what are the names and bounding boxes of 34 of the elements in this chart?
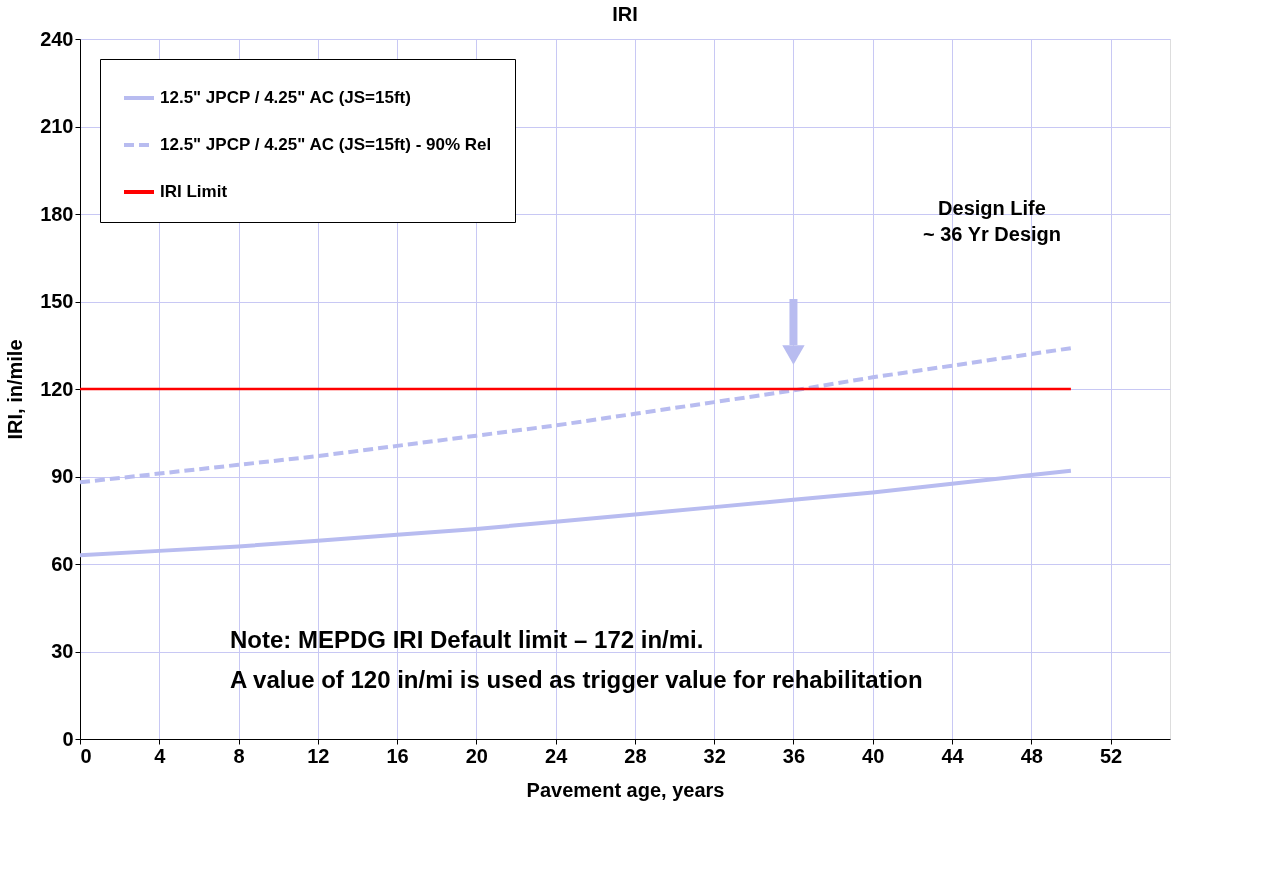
- y-tick-label: 120: [40, 377, 74, 400]
- legend-label: IRI Limit: [160, 182, 228, 201]
- legend-label: 12.5" JPCP / 4.25" AC (JS=15ft): [160, 88, 411, 107]
- x-tick-label: 12: [307, 744, 330, 767]
- y-tick-label: 30: [51, 640, 74, 662]
- line-series: [78, 346, 1073, 485]
- x-tick-label: 20: [465, 744, 488, 767]
- x-tick-label: 52: [1099, 744, 1123, 767]
- x-tick-label: 0: [80, 744, 92, 767]
- legend-label: 12.5" JPCP / 4.25" AC (JS=15ft) - 90% Rel: [160, 135, 492, 154]
- x-tick-label: 16: [386, 744, 409, 767]
- x-tick-label: 36: [782, 744, 806, 767]
- annotation: Design Life ~ 36 Yr Design: [922, 197, 1062, 245]
- annotation: A value of 120 in/mi is used as trigger value for rehabilitation: [230, 666, 923, 693]
- x-tick-label: 24: [545, 744, 569, 767]
- y-tick-label: 210: [40, 115, 74, 137]
- y-tick-label: 0: [62, 727, 74, 750]
- x-tick-label: 48: [1020, 744, 1043, 767]
- x-tick-label: 32: [703, 744, 726, 767]
- annotation: Note: MEPDG IRI Default limit – 172 in/mi.: [230, 626, 704, 653]
- y-tick-label: 60: [51, 552, 74, 575]
- y-tick-label: 240: [40, 27, 74, 50]
- x-tick-label: 44: [941, 744, 965, 767]
- y-tick-label: 180: [40, 202, 74, 225]
- y-tick-label: 150: [40, 290, 74, 312]
- y-axis-title: IRI, in/mile: [4, 339, 27, 440]
- x-tick-label: 4: [154, 744, 167, 767]
- x-tick-label: 28: [624, 744, 647, 767]
- chart-title: IRI: [612, 3, 638, 25]
- x-axis-title: Pavement age, years: [526, 778, 725, 801]
- x-tick-label: 8: [233, 744, 245, 767]
- line-series: [78, 468, 1073, 558]
- x-tick-label: 40: [862, 744, 885, 767]
- y-tick-label: 90: [51, 465, 74, 487]
